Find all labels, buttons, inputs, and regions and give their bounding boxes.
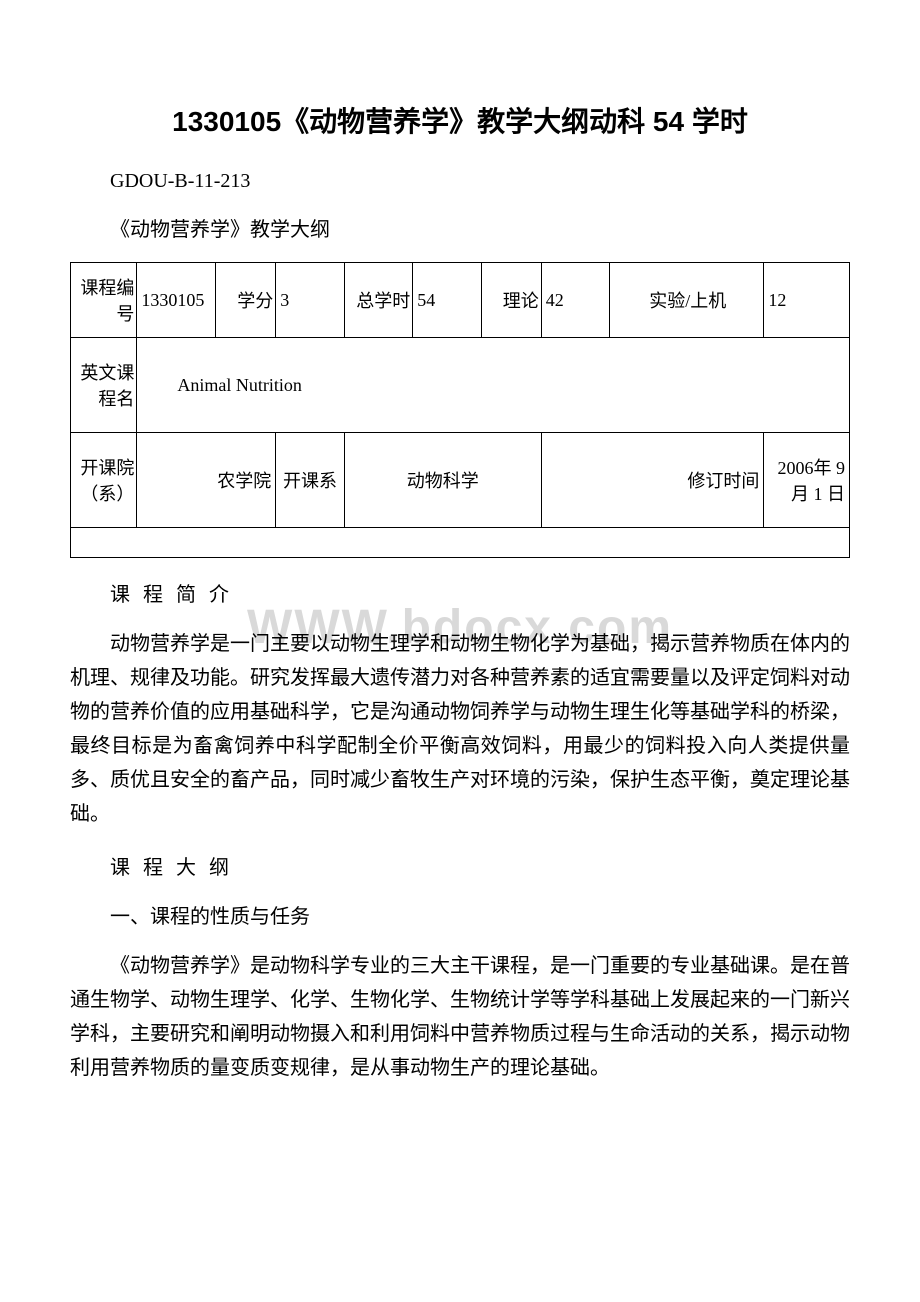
cell-val-lab: 12	[764, 263, 850, 338]
cell-label-course-num: 课程编号	[71, 263, 137, 338]
cell-val-college: 农学院	[137, 433, 276, 528]
cell-label-dept: 开课系	[276, 433, 345, 528]
cell-label-credits: 学分	[216, 263, 276, 338]
cell-val-revised: 2006年 9 月 1 日	[764, 433, 850, 528]
cell-label-lab: 实验/上机	[610, 263, 764, 338]
course-info-table: 课程编号 1330105 学分 3 总学时 54 理论 42 实验/上机 12 …	[70, 262, 850, 558]
sub-heading-nature: 一、课程的性质与任务	[110, 900, 850, 929]
table-row	[71, 528, 850, 558]
empty-cell	[71, 528, 850, 558]
table-row: 英文课程名 Animal Nutrition	[71, 338, 850, 433]
cell-val-course-num: 1330105	[137, 263, 216, 338]
cell-label-college: 开课院（系）	[71, 433, 137, 528]
page-title: 1330105《动物营养学》教学大纲动科 54 学时	[70, 100, 850, 140]
table-row: 开课院（系） 农学院 开课系 动物科学 修订时间 2006年 9 月 1 日	[71, 433, 850, 528]
cell-val-english-name: Animal Nutrition	[137, 338, 850, 433]
cell-val-total-hours: 54	[413, 263, 482, 338]
paragraph-intro: 动物营养学是一门主要以动物生理学和动物生物化学为基础，揭示营养物质在体内的机理、…	[70, 627, 850, 831]
cell-label-english-name: 英文课程名	[71, 338, 137, 433]
cell-val-credits: 3	[276, 263, 345, 338]
section-heading-outline: 课 程 大 纲	[110, 851, 850, 880]
cell-val-dept: 动物科学	[344, 433, 541, 528]
cell-val-theory: 42	[541, 263, 610, 338]
paragraph-nature: 《动物营养学》是动物科学专业的三大主干课程，是一门重要的专业基础课。是在普通生物…	[70, 949, 850, 1085]
cell-label-revised: 修订时间	[541, 433, 764, 528]
cell-label-total-hours: 总学时	[344, 263, 413, 338]
doc-subtitle: 《动物营养学》教学大纲	[70, 213, 850, 242]
doc-code: GDOU-B-11-213	[70, 170, 850, 193]
section-heading-intro: 课 程 简 介	[110, 578, 850, 607]
cell-label-theory: 理论	[481, 263, 541, 338]
table-row: 课程编号 1330105 学分 3 总学时 54 理论 42 实验/上机 12	[71, 263, 850, 338]
